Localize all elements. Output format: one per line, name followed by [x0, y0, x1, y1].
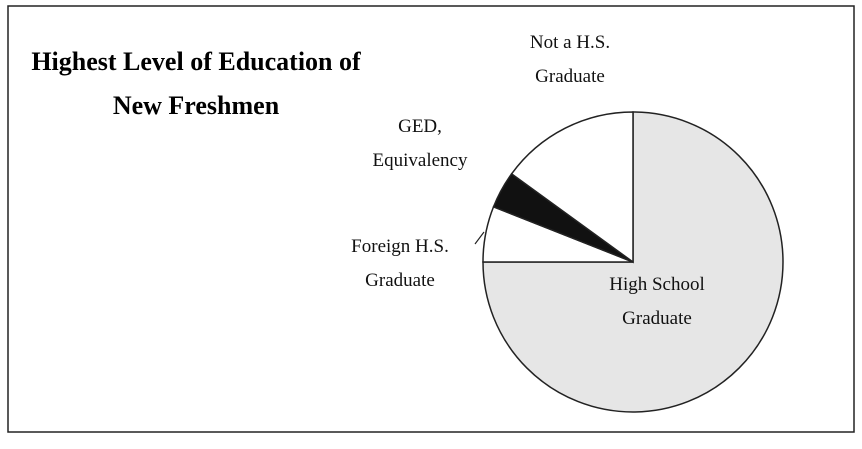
chart-title: Highest Level of Education of New Freshm… [31, 47, 361, 120]
pie-slice [482, 111, 784, 413]
pie-slice [510, 111, 634, 264]
slices [482, 111, 784, 413]
slice-label: Foreign H.S. Graduate [351, 236, 449, 291]
slice-label: Not a H.S. Graduate [529, 32, 611, 87]
slice-label: High School Graduate [609, 274, 705, 329]
frame [7, 5, 855, 433]
leader-line [474, 231, 485, 245]
slice-label: GED, Equivalency [372, 116, 468, 171]
